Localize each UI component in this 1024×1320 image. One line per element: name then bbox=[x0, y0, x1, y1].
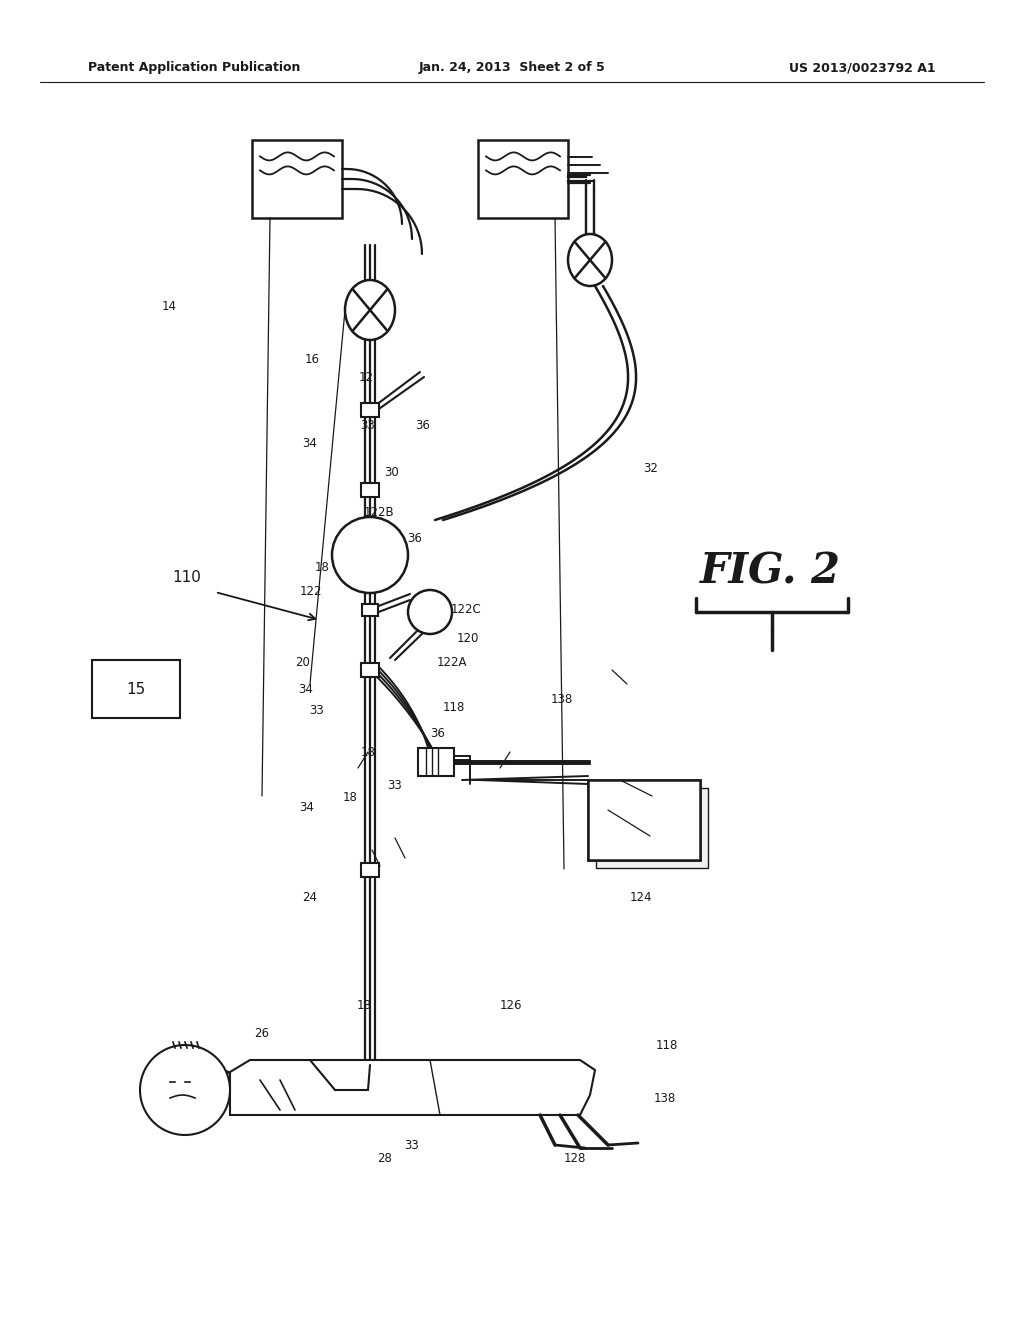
Text: 15: 15 bbox=[126, 681, 145, 697]
Text: 32: 32 bbox=[643, 462, 658, 475]
Text: 122C: 122C bbox=[451, 603, 481, 616]
Text: 33: 33 bbox=[404, 1139, 419, 1152]
Text: 14: 14 bbox=[162, 300, 177, 313]
Bar bbox=[92, 660, 180, 718]
Text: 138: 138 bbox=[551, 693, 573, 706]
Ellipse shape bbox=[345, 280, 395, 341]
Text: 124: 124 bbox=[630, 891, 652, 904]
Text: 122: 122 bbox=[300, 585, 323, 598]
Text: 122A: 122A bbox=[436, 656, 467, 669]
Polygon shape bbox=[230, 1060, 595, 1115]
Bar bbox=[418, 748, 454, 776]
Text: 120: 120 bbox=[457, 632, 479, 645]
Text: 34: 34 bbox=[298, 682, 313, 696]
Text: 18: 18 bbox=[343, 532, 358, 545]
Bar bbox=[596, 788, 708, 869]
Text: FIG. 2: FIG. 2 bbox=[700, 550, 841, 593]
Text: 126: 126 bbox=[500, 999, 522, 1012]
Text: 33: 33 bbox=[309, 704, 324, 717]
Circle shape bbox=[332, 517, 408, 593]
Text: 34: 34 bbox=[299, 801, 314, 814]
Text: 36: 36 bbox=[415, 418, 430, 432]
Bar bbox=[478, 140, 568, 218]
Text: 122B: 122B bbox=[364, 506, 394, 519]
Bar bbox=[252, 140, 342, 218]
Bar bbox=[588, 780, 700, 861]
Text: 118: 118 bbox=[442, 701, 465, 714]
Text: 36: 36 bbox=[430, 727, 445, 741]
Text: 33: 33 bbox=[360, 418, 375, 432]
Text: 18: 18 bbox=[314, 561, 330, 574]
Ellipse shape bbox=[568, 234, 612, 286]
Text: 18: 18 bbox=[356, 999, 372, 1012]
Text: 110: 110 bbox=[172, 570, 201, 586]
Text: 30: 30 bbox=[384, 466, 398, 479]
Text: 12: 12 bbox=[358, 371, 374, 384]
Text: 26: 26 bbox=[254, 1027, 269, 1040]
Text: 118: 118 bbox=[655, 1039, 678, 1052]
Text: 18: 18 bbox=[360, 746, 376, 759]
Text: 34: 34 bbox=[302, 437, 317, 450]
Text: 33: 33 bbox=[387, 779, 401, 792]
Text: 36: 36 bbox=[408, 532, 423, 545]
Bar bbox=[361, 863, 379, 876]
Bar bbox=[361, 663, 379, 677]
Circle shape bbox=[140, 1045, 230, 1135]
Text: 20: 20 bbox=[295, 656, 310, 669]
Bar bbox=[362, 605, 378, 616]
Text: 28: 28 bbox=[377, 1152, 392, 1166]
Text: 18: 18 bbox=[343, 791, 358, 804]
Text: 138: 138 bbox=[653, 1092, 676, 1105]
Text: US 2013/0023792 A1: US 2013/0023792 A1 bbox=[790, 62, 936, 74]
Text: Jan. 24, 2013  Sheet 2 of 5: Jan. 24, 2013 Sheet 2 of 5 bbox=[419, 62, 605, 74]
Circle shape bbox=[408, 590, 452, 634]
Text: Patent Application Publication: Patent Application Publication bbox=[88, 62, 300, 74]
Text: 24: 24 bbox=[302, 891, 317, 904]
Bar bbox=[588, 780, 700, 861]
Bar bbox=[361, 483, 379, 498]
Bar bbox=[361, 403, 379, 417]
Text: 16: 16 bbox=[305, 352, 321, 366]
Text: 128: 128 bbox=[563, 1152, 586, 1166]
